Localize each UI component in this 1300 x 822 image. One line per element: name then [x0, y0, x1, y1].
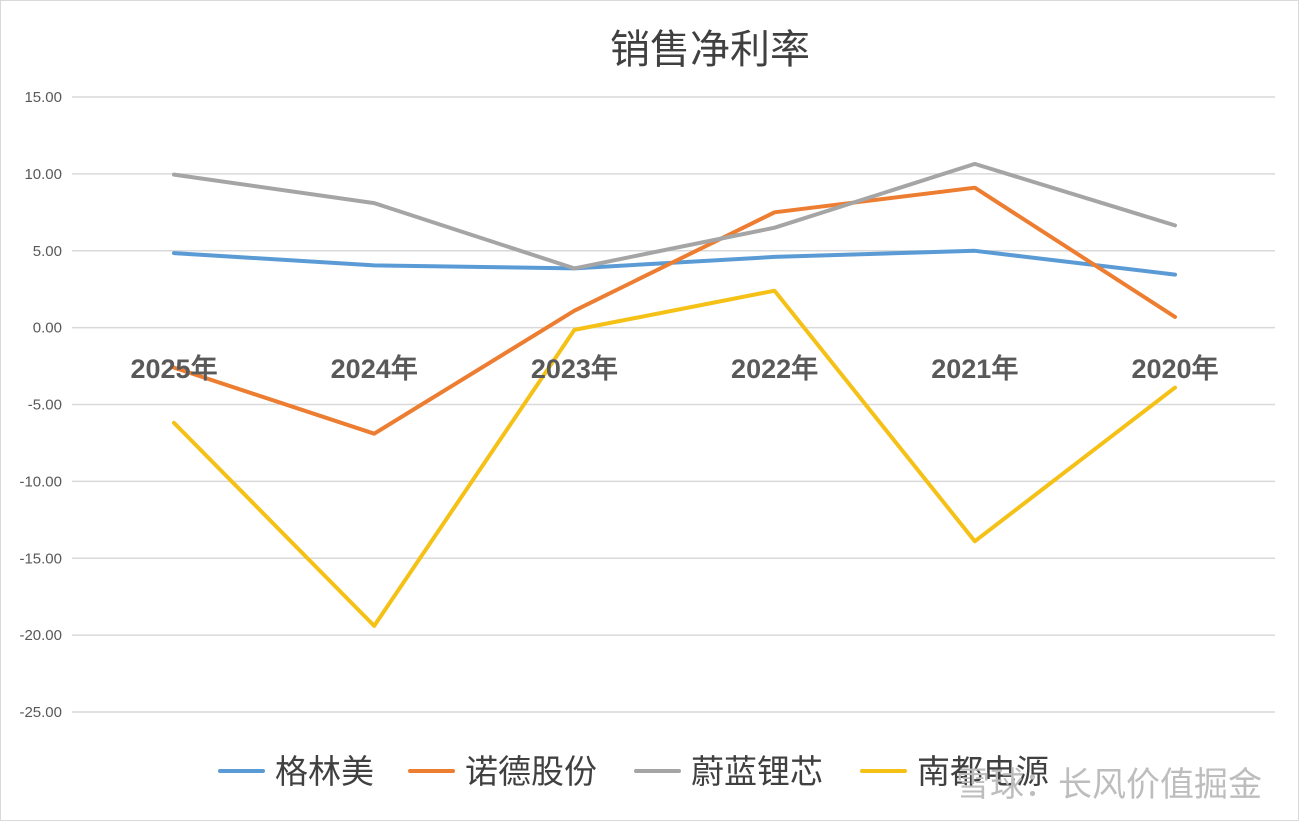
y-tick-label: 15.00 [24, 89, 62, 106]
series-line-3 [172, 288, 1177, 628]
legend: 格林美 诺德股份 蔚蓝锂芯 南都电源 [218, 752, 1049, 791]
legend-label: 格林美 [275, 752, 374, 791]
series-lines [172, 161, 1177, 628]
x-tick-label: 2025年 [130, 353, 217, 384]
y-tick-label: -15.00 [19, 550, 62, 567]
y-tick-label: -25.00 [19, 704, 62, 721]
x-tick-label: 2022年 [731, 353, 818, 384]
series-line-2 [172, 161, 1177, 271]
x-tick-label: 2023年 [531, 353, 618, 384]
y-tick-label: -5.00 [28, 397, 62, 414]
y-tick-label: -20.00 [19, 627, 62, 644]
legend-label: 南都电源 [917, 752, 1049, 791]
y-tick-label: 5.00 [33, 243, 62, 260]
x-axis-ticks: 2025年 2024年 2023年 2022年 2021年 2020年 [130, 353, 1218, 384]
x-tick-label: 2024年 [331, 353, 418, 384]
legend-label: 诺德股份 [465, 752, 597, 791]
watermark-text: 雪球：长风价值掘金 [956, 765, 1262, 805]
x-tick-label: 2020年 [1131, 353, 1218, 384]
series-line-1 [172, 185, 1177, 436]
x-tick-label: 2021年 [931, 353, 1018, 384]
y-tick-label: -10.00 [19, 473, 62, 490]
y-tick-label: 10.00 [24, 166, 62, 183]
legend-label: 蔚蓝锂芯 [691, 752, 823, 791]
chart-title: 销售净利率 [610, 27, 810, 73]
y-axis-ticks: 15.00 10.00 5.00 0.00 -5.00 -10.00 -15.00 -20.0… [19, 89, 62, 721]
grid [72, 96, 1275, 713]
y-tick-label: 0.00 [33, 320, 62, 337]
